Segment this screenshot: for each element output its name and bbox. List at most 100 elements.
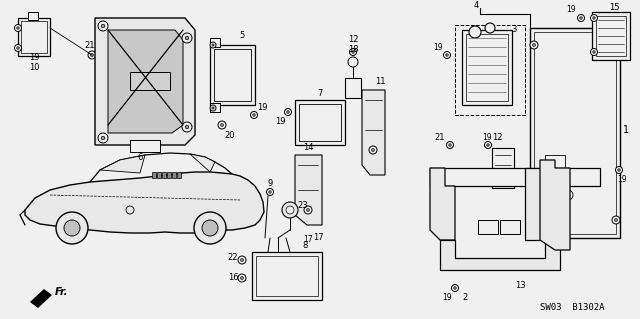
Bar bbox=[162, 172, 166, 178]
Circle shape bbox=[447, 142, 454, 149]
Bar bbox=[214, 49, 251, 101]
Text: 14: 14 bbox=[303, 144, 313, 152]
Circle shape bbox=[210, 105, 216, 111]
Bar bbox=[252, 252, 322, 300]
Circle shape bbox=[499, 179, 506, 186]
Bar bbox=[466, 34, 508, 101]
Circle shape bbox=[218, 121, 226, 129]
Circle shape bbox=[591, 48, 598, 56]
Circle shape bbox=[593, 51, 595, 53]
Text: 3: 3 bbox=[511, 26, 516, 34]
Circle shape bbox=[580, 17, 582, 19]
Text: 4: 4 bbox=[474, 2, 479, 11]
Circle shape bbox=[98, 133, 108, 143]
Text: 19: 19 bbox=[275, 117, 285, 127]
Text: 19: 19 bbox=[433, 43, 443, 53]
Text: 23: 23 bbox=[298, 201, 308, 210]
Bar bbox=[534, 32, 616, 234]
Circle shape bbox=[618, 169, 620, 171]
Text: 19: 19 bbox=[566, 5, 576, 14]
Circle shape bbox=[185, 36, 189, 40]
Bar bbox=[592, 12, 630, 60]
Polygon shape bbox=[30, 289, 52, 308]
Circle shape bbox=[91, 54, 93, 56]
Circle shape bbox=[17, 47, 19, 49]
Circle shape bbox=[253, 114, 255, 116]
Text: 17: 17 bbox=[303, 235, 313, 244]
Text: 19: 19 bbox=[29, 54, 39, 63]
Circle shape bbox=[563, 190, 573, 200]
Circle shape bbox=[212, 44, 214, 46]
Circle shape bbox=[449, 144, 451, 146]
Circle shape bbox=[241, 277, 243, 279]
Bar bbox=[500, 220, 520, 234]
Polygon shape bbox=[540, 160, 570, 250]
Circle shape bbox=[287, 111, 289, 113]
Circle shape bbox=[593, 17, 595, 19]
Circle shape bbox=[372, 149, 374, 152]
Polygon shape bbox=[440, 240, 560, 270]
Circle shape bbox=[269, 191, 271, 193]
Circle shape bbox=[185, 125, 189, 129]
Text: 15: 15 bbox=[609, 4, 620, 12]
Circle shape bbox=[266, 189, 273, 196]
Text: 5: 5 bbox=[239, 31, 244, 40]
Circle shape bbox=[194, 212, 226, 244]
Circle shape bbox=[17, 27, 19, 29]
Text: 21: 21 bbox=[435, 132, 445, 142]
Bar bbox=[462, 30, 512, 105]
Polygon shape bbox=[95, 18, 195, 145]
Circle shape bbox=[282, 202, 298, 218]
Circle shape bbox=[98, 21, 108, 31]
Bar bbox=[478, 220, 498, 234]
Text: 11: 11 bbox=[375, 78, 385, 86]
Circle shape bbox=[484, 142, 492, 149]
Bar bbox=[455, 25, 525, 115]
Circle shape bbox=[532, 44, 536, 46]
Polygon shape bbox=[362, 90, 385, 175]
Text: 2: 2 bbox=[462, 293, 468, 301]
Circle shape bbox=[369, 146, 377, 154]
Circle shape bbox=[532, 219, 536, 221]
Circle shape bbox=[577, 14, 584, 21]
Bar bbox=[545, 155, 565, 180]
Bar bbox=[172, 172, 176, 178]
Circle shape bbox=[15, 25, 22, 32]
Circle shape bbox=[285, 108, 291, 115]
Text: 13: 13 bbox=[515, 280, 525, 290]
Bar bbox=[21, 21, 47, 53]
Polygon shape bbox=[190, 154, 215, 172]
Bar bbox=[210, 103, 220, 112]
Bar bbox=[492, 148, 514, 188]
Text: 19: 19 bbox=[442, 293, 452, 301]
Polygon shape bbox=[430, 168, 455, 240]
Circle shape bbox=[612, 216, 620, 224]
Circle shape bbox=[591, 14, 598, 21]
Text: 17: 17 bbox=[313, 234, 323, 242]
Circle shape bbox=[304, 206, 312, 214]
Text: SW03  B1302A: SW03 B1302A bbox=[540, 303, 605, 313]
Circle shape bbox=[614, 44, 618, 46]
Text: 21: 21 bbox=[84, 41, 95, 49]
Bar bbox=[256, 256, 318, 296]
Circle shape bbox=[101, 24, 105, 28]
Circle shape bbox=[88, 51, 96, 59]
Text: 18: 18 bbox=[348, 46, 358, 55]
Bar bbox=[525, 168, 550, 240]
Bar bbox=[130, 72, 170, 90]
Bar bbox=[210, 38, 220, 47]
Circle shape bbox=[563, 175, 573, 185]
Circle shape bbox=[530, 41, 538, 49]
Circle shape bbox=[210, 42, 216, 48]
Circle shape bbox=[56, 212, 88, 244]
Polygon shape bbox=[295, 155, 322, 225]
Text: 7: 7 bbox=[317, 88, 323, 98]
Circle shape bbox=[444, 51, 451, 58]
Bar bbox=[530, 28, 620, 238]
Text: Fr.: Fr. bbox=[55, 287, 68, 297]
Text: 16: 16 bbox=[228, 273, 238, 283]
Circle shape bbox=[485, 23, 495, 33]
Bar bbox=[28, 12, 38, 20]
Circle shape bbox=[241, 259, 243, 261]
Text: 20: 20 bbox=[225, 130, 236, 139]
